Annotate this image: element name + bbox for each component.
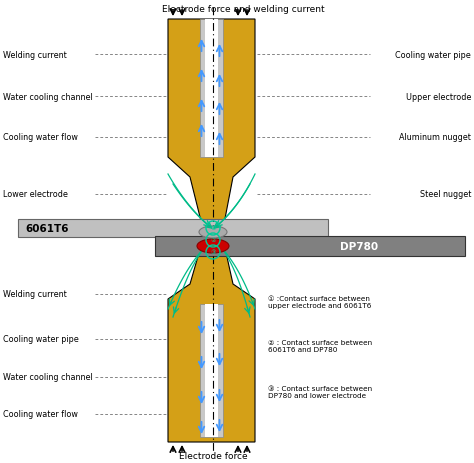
Text: Lower electrode: Lower electrode [3,190,68,199]
Text: ③ : Contact surface between
DP780 and lower electrode: ③ : Contact surface between DP780 and lo… [268,385,372,398]
Polygon shape [168,20,255,230]
Ellipse shape [197,239,229,253]
Text: Aluminum nugget: Aluminum nugget [399,133,471,142]
Text: ①: ① [210,226,216,231]
Text: Cooling water pipe: Cooling water pipe [395,50,471,59]
Bar [200,20,223,158]
Text: Water cooling channel: Water cooling channel [3,92,93,101]
Text: Electrode force and welding current: Electrode force and welding current [162,5,324,13]
Bar [205,304,218,437]
Text: Cooling water flow: Cooling water flow [3,133,78,142]
Text: Welding current: Welding current [3,50,67,59]
Ellipse shape [199,226,227,238]
Text: 6061T6: 6061T6 [25,224,69,233]
Bar [155,237,465,257]
Text: Cooling water flow: Cooling water flow [3,410,78,419]
Text: Upper electrode: Upper electrode [406,92,471,101]
Bar [18,219,328,238]
Text: Steel nugget: Steel nugget [419,190,471,199]
Text: DP780: DP780 [340,242,378,251]
Text: ② : Contact surface between
6061T6 and DP780: ② : Contact surface between 6061T6 and D… [268,339,372,352]
Text: Water cooling channel: Water cooling channel [3,373,93,382]
Text: Cooling water pipe: Cooling water pipe [3,335,79,344]
Text: ① :Contact surface between
upper electrode and 6061T6: ① :Contact surface between upper electro… [268,295,371,308]
Text: Welding current: Welding current [3,290,67,299]
Bar [200,304,223,437]
Text: Electrode force: Electrode force [179,451,247,461]
Bar [205,20,218,158]
Text: ③: ③ [210,250,216,255]
Text: ②: ② [210,238,216,243]
Polygon shape [168,239,255,442]
